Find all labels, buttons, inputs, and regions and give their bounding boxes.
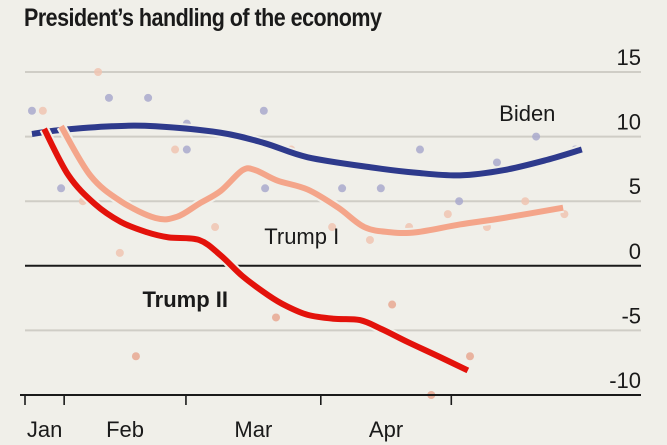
data-point-biden (259, 106, 268, 115)
data-point-biden (144, 93, 153, 102)
data-point-trump-i (38, 106, 47, 115)
x-tick-label: Apr (369, 417, 403, 442)
data-point-trump-i (443, 210, 452, 219)
series-label-trump-ii: Trump II (142, 287, 228, 312)
data-point-trump-i (171, 145, 180, 154)
data-point-trump-ii (271, 313, 280, 322)
line-trump-ii (41, 127, 470, 374)
y-tick-label: 15 (617, 45, 641, 70)
data-point-trump-i (328, 223, 337, 232)
y-tick-label: -10 (609, 368, 641, 393)
x-tick-label: Jan (27, 417, 62, 442)
data-point-trump-i (521, 197, 530, 206)
series-label-trump-i: Trump I (264, 224, 339, 249)
line-halo (39, 126, 470, 375)
data-point-trump-i (211, 223, 220, 232)
data-point-trump-ii (388, 300, 397, 309)
y-tick-label: 10 (617, 110, 641, 135)
x-tick-label: Mar (234, 417, 272, 442)
y-tick-label: -5 (621, 303, 641, 328)
y-tick-label: 0 (629, 239, 641, 264)
y-tick-label: 5 (629, 174, 641, 199)
data-points (27, 68, 580, 399)
x-axis (20, 394, 641, 405)
data-point-trump-i (115, 248, 124, 257)
series-labels: Biden Trump I Trump II (142, 101, 555, 312)
data-point-biden (455, 197, 464, 206)
data-point-biden (27, 106, 36, 115)
x-tick-label: Feb (106, 417, 144, 442)
series-lines (31, 120, 584, 375)
line-biden (31, 122, 583, 179)
data-point-biden (532, 132, 541, 141)
data-point-trump-ii (466, 352, 475, 361)
data-point-biden (261, 184, 270, 193)
line-halo (56, 123, 564, 239)
data-point-biden (182, 145, 191, 154)
y-axis-labels: 15 10 5 0 -5 -10 (609, 45, 641, 393)
data-point-biden (338, 184, 347, 193)
data-point-biden (104, 93, 113, 102)
data-point-trump-i (94, 68, 103, 76)
data-point-trump-i (365, 235, 374, 244)
series-label-biden: Biden (499, 101, 555, 126)
line-trump-i (58, 124, 564, 237)
chart-title: President’s handling of the economy (24, 4, 382, 32)
data-point-trump-ii (131, 352, 140, 361)
data-point-biden (415, 145, 424, 154)
data-point-biden (376, 184, 385, 193)
x-axis-labels: Jan Feb Mar Apr (27, 417, 403, 442)
data-point-biden (57, 184, 66, 193)
data-point-biden (492, 158, 501, 167)
